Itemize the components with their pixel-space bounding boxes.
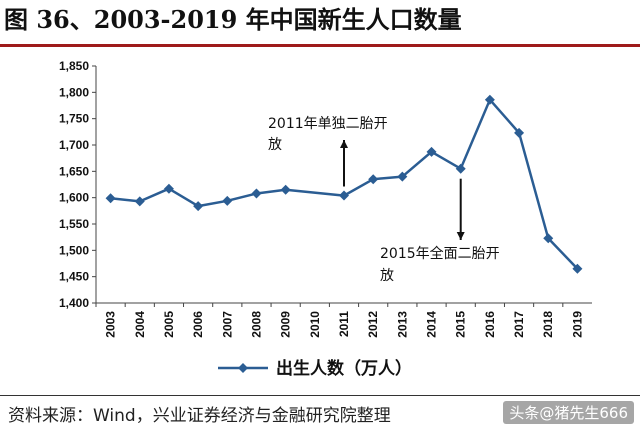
x-tick-label: 2012 <box>366 311 380 338</box>
x-tick-label: 2011 <box>337 311 351 337</box>
y-tick-label: 1,650 <box>59 164 89 178</box>
annotation-2015-line1: 2015年全面二胎开 <box>380 245 500 262</box>
chart-title: 图 36、2003-2019 年中国新生人口数量 <box>4 5 462 34</box>
data-point-2012 <box>368 174 379 185</box>
data-point-2007 <box>222 195 233 206</box>
x-tick-label: 2009 <box>279 311 293 338</box>
series-line <box>110 98 579 270</box>
x-tick-label: 2006 <box>191 311 205 338</box>
y-tick-label: 1,500 <box>59 243 89 257</box>
watermark: 头条@猪先生666 <box>503 401 634 424</box>
legend-label: 出生人数（万人） <box>276 358 412 379</box>
data-point-2014 <box>426 146 437 157</box>
annotation-2011-line1: 2011年单独二胎开 <box>268 116 388 132</box>
data-point-2005 <box>163 183 174 194</box>
data-point-2018 <box>543 233 554 244</box>
y-tick-label: 1,700 <box>59 138 89 152</box>
legend-marker <box>238 363 248 373</box>
x-tick-label: 2017 <box>512 311 526 338</box>
data-point-2009 <box>280 184 291 195</box>
x-tick-label: 2008 <box>249 311 263 338</box>
footer-divider <box>0 395 640 396</box>
annotation-2015-line2: 放 <box>380 268 394 284</box>
data-point-2015 <box>455 163 466 174</box>
chart-axes <box>95 66 592 304</box>
y-tick-label: 1,800 <box>59 85 89 99</box>
data-point-2011 <box>339 190 349 201</box>
x-tick-label: 2010 <box>308 311 322 338</box>
data-point-2019 <box>572 263 583 274</box>
title-divider <box>0 44 640 47</box>
y-tick-label: 1,750 <box>59 112 89 126</box>
x-tick-label: 2015 <box>454 311 468 338</box>
x-tick-label: 2014 <box>425 311 439 338</box>
x-tick-label: 2007 <box>220 311 234 338</box>
series-births <box>105 94 583 274</box>
x-tick-label: 2019 <box>570 311 584 338</box>
data-point-2016 <box>484 94 495 105</box>
data-point-2017 <box>514 127 525 138</box>
x-axis-ticks: 2003 2004 2005 2006 2007 2008 2009 2010 2011 2012… <box>95 303 584 338</box>
y-tick-label: 1,550 <box>59 217 89 231</box>
annotation-2011-line2: 放 <box>268 137 282 153</box>
source-note: 资料来源：Wind，兴业证券经济与金融研究院整理 <box>8 406 391 426</box>
data-point-2008 <box>251 188 262 199</box>
arrow-2011-head <box>340 140 348 148</box>
x-tick-label: 2016 <box>483 311 497 338</box>
y-axis-ticks: 1,400 1,450 1,500 1,550 1,600 1,650 1,700 1,750… <box>59 59 96 310</box>
y-tick-label: 1,450 <box>59 270 89 284</box>
data-point-2003 <box>105 193 116 204</box>
y-tick-label: 1,400 <box>59 296 89 310</box>
x-tick-label: 2018 <box>541 311 555 338</box>
chart-legend: 出生人数（万人） <box>218 358 412 379</box>
data-point-2013 <box>397 171 408 182</box>
y-tick-label: 1,850 <box>59 59 89 73</box>
x-tick-label: 2003 <box>104 311 118 338</box>
x-tick-label: 2005 <box>162 311 176 338</box>
data-point-2004 <box>134 196 145 207</box>
arrow-2015-head <box>456 232 465 240</box>
x-tick-label: 2013 <box>395 311 409 338</box>
data-point-2006 <box>193 201 204 212</box>
x-tick-label: 2004 <box>133 311 147 338</box>
y-tick-label: 1,600 <box>59 191 89 205</box>
line-chart: 1,400 1,450 1,500 1,550 1,600 1,650 1,700 1,750… <box>59 59 592 379</box>
